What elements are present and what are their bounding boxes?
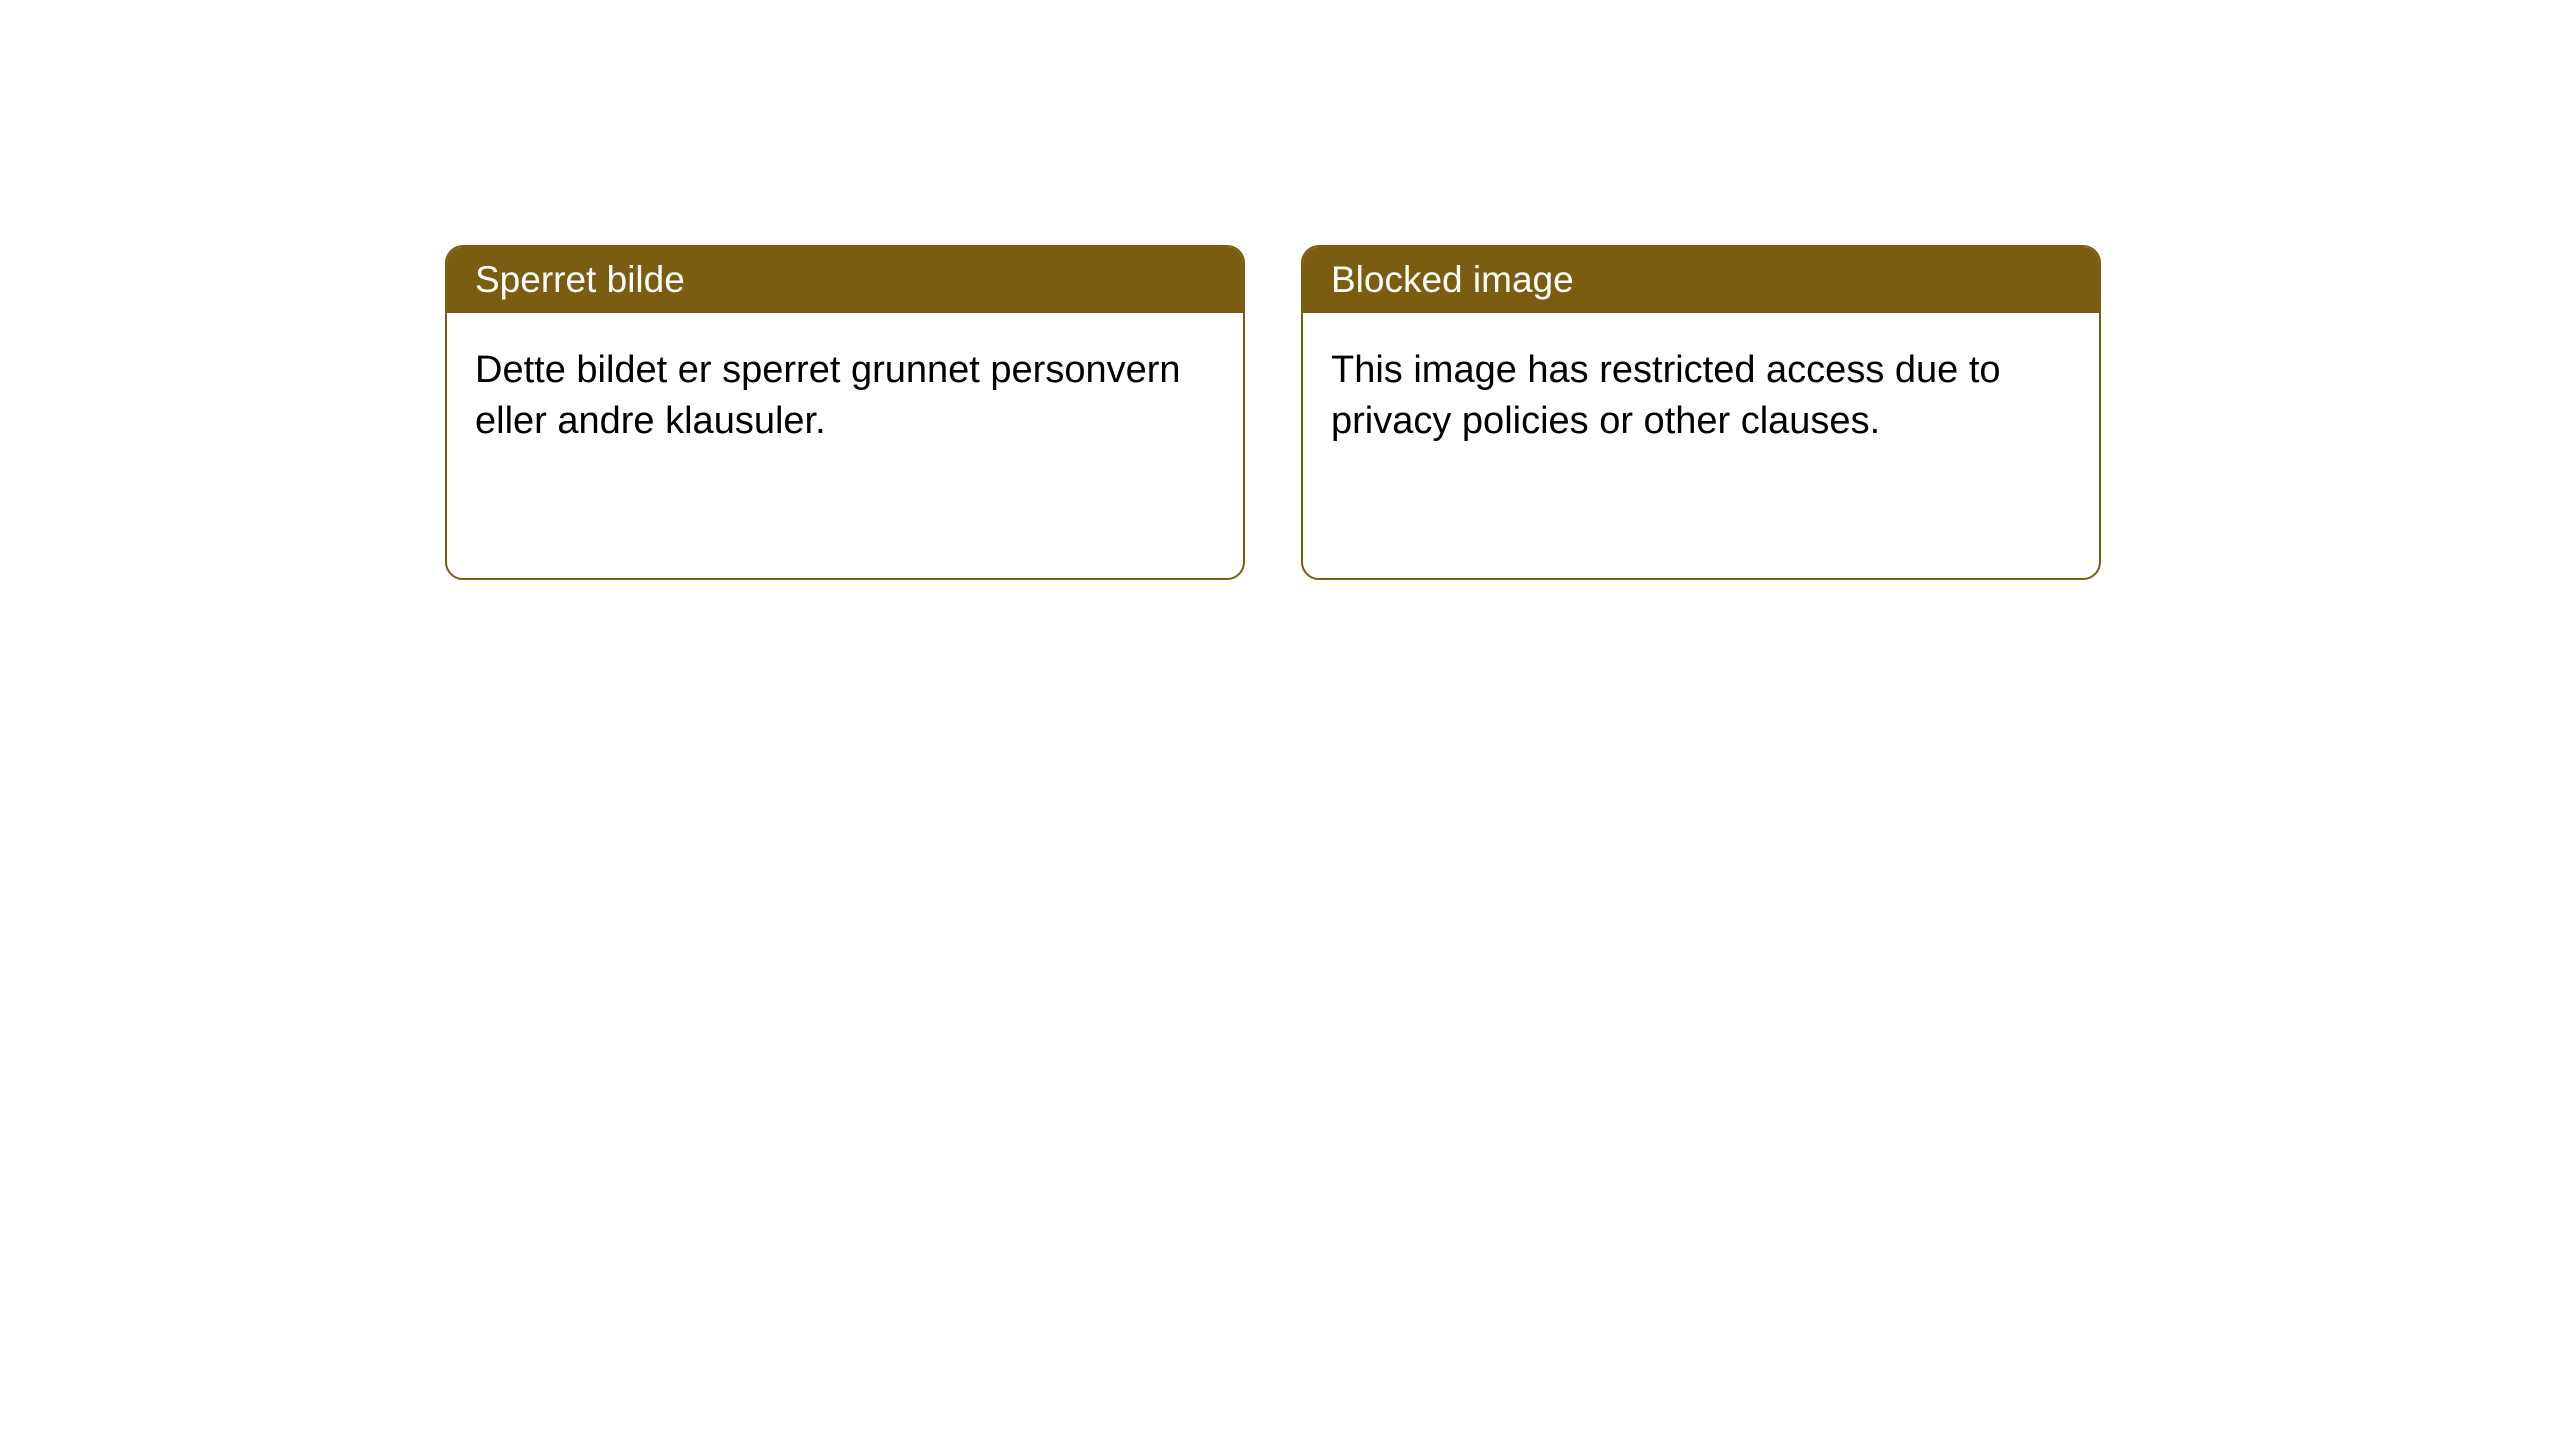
notice-body: Dette bildet er sperret grunnet personve… [447, 313, 1243, 480]
notice-container: Sperret bilde Dette bildet er sperret gr… [0, 0, 2560, 580]
notice-text: Dette bildet er sperret grunnet personve… [475, 349, 1181, 442]
notice-title: Sperret bilde [475, 259, 685, 300]
notice-title: Blocked image [1331, 259, 1574, 300]
notice-body: This image has restricted access due to … [1303, 313, 2099, 480]
notice-text: This image has restricted access due to … [1331, 349, 2001, 442]
notice-card-norwegian: Sperret bilde Dette bildet er sperret gr… [445, 245, 1245, 580]
notice-header: Blocked image [1303, 247, 2099, 313]
notice-card-english: Blocked image This image has restricted … [1301, 245, 2101, 580]
notice-header: Sperret bilde [447, 247, 1243, 313]
